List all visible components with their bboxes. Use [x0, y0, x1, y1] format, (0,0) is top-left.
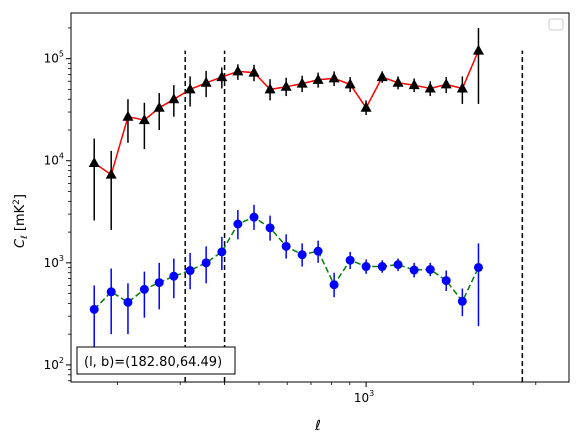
data-point-triangle — [360, 101, 372, 112]
x-axis: 103 — [117, 382, 537, 405]
data-point-circle — [329, 280, 339, 290]
y-tick-label: 102 — [44, 356, 64, 372]
data-point-circle — [169, 271, 179, 281]
data-point-triangle — [408, 79, 420, 90]
data-point-triangle — [440, 78, 452, 89]
data-point-triangle — [424, 82, 436, 93]
series-0-line — [93, 50, 480, 176]
data-point-triangle — [472, 44, 484, 55]
data-point-triangle — [184, 83, 196, 94]
data-point-circle — [441, 276, 451, 286]
data-point-circle — [201, 258, 211, 268]
data-point-circle — [297, 250, 307, 260]
data-point-triangle — [264, 83, 276, 94]
plot-frame — [70, 12, 570, 383]
data-point-circle — [265, 223, 275, 233]
data-point-circle — [185, 266, 195, 276]
data-point-triangle — [344, 78, 356, 89]
series-0 — [88, 27, 484, 230]
data-point-circle — [217, 247, 227, 257]
data-point-triangle — [168, 93, 180, 104]
data-point-triangle — [105, 168, 117, 179]
x-axis-label: ℓ — [314, 418, 321, 434]
data-point-circle — [409, 265, 419, 275]
data-point-triangle — [216, 71, 228, 82]
data-point-circle — [233, 219, 243, 229]
y-axis-label: Cℓ [mK2] — [12, 194, 30, 248]
data-point-circle — [89, 304, 99, 314]
annotation-frame — [76, 346, 236, 375]
data-point-circle — [377, 262, 387, 272]
data-point-circle — [425, 265, 435, 275]
data-point-circle — [473, 262, 483, 272]
y-tick-label: 104 — [44, 152, 64, 168]
data-point-triangle — [232, 65, 244, 76]
data-point-circle — [361, 262, 371, 272]
x-tick-label: 103 — [354, 389, 374, 405]
y-axis: 102 103 104 105 — [44, 27, 71, 382]
annotation-box: (l, b)=(182.80,64.49) — [76, 346, 236, 375]
data-point-triangle — [456, 82, 468, 93]
plot-content — [88, 27, 524, 382]
data-point-triangle — [200, 76, 212, 87]
data-point-circle — [345, 255, 355, 265]
data-point-triangle — [296, 77, 308, 88]
data-point-circle — [106, 287, 116, 297]
data-point-circle — [123, 297, 133, 307]
y-tick-label: 103 — [44, 254, 64, 270]
y-tick-label: 105 — [44, 50, 64, 66]
legend-box — [548, 18, 564, 31]
data-point-triangle — [122, 110, 134, 121]
data-point-circle — [313, 246, 323, 256]
data-point-circle — [154, 278, 164, 288]
data-point-circle — [139, 284, 149, 294]
data-point-triangle — [312, 73, 324, 84]
data-point-circle — [249, 212, 259, 222]
data-point-triangle — [392, 76, 404, 87]
data-point-circle — [393, 260, 403, 270]
data-point-triangle — [153, 101, 165, 112]
data-point-triangle — [280, 80, 292, 91]
data-point-triangle — [88, 157, 100, 168]
data-point-triangle — [328, 72, 340, 83]
annotation-text: (l, b)=(182.80,64.49) — [84, 355, 222, 370]
data-point-circle — [281, 241, 291, 251]
series-1 — [89, 204, 483, 365]
data-point-triangle — [376, 71, 388, 82]
data-point-triangle — [248, 66, 260, 77]
data-point-triangle — [138, 114, 150, 125]
series-1-line — [93, 216, 480, 310]
data-point-circle — [457, 296, 467, 306]
